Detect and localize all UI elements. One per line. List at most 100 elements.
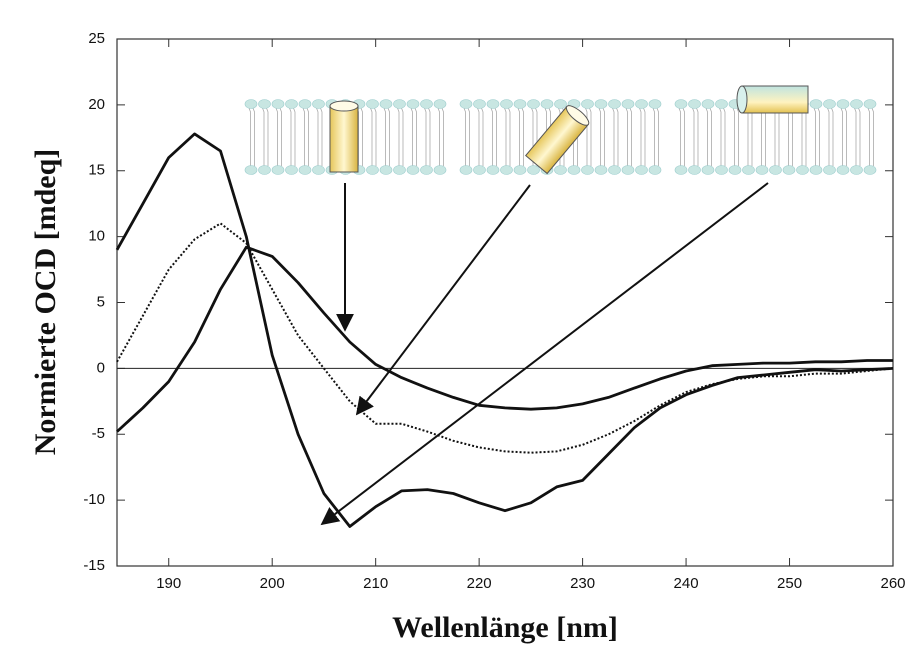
lipid-head [258, 99, 271, 109]
lipid-tail [521, 107, 524, 166]
lipid-head [850, 99, 863, 109]
data-line [116, 222, 894, 454]
lipid-head [850, 165, 863, 175]
lipid-head [809, 99, 823, 109]
x-tick-label: 190 [156, 575, 181, 592]
lipid-tail [370, 107, 373, 166]
lipid-tail [817, 107, 820, 166]
lipid-tail [709, 107, 712, 166]
lipid-head [836, 165, 850, 175]
lipid-tail [302, 107, 305, 166]
lipid-tail [678, 107, 681, 166]
data-line [116, 245, 893, 433]
lipid-tail [656, 107, 659, 166]
lipid-head [863, 99, 877, 109]
lipid-tail [629, 107, 632, 166]
lipid-head [823, 165, 836, 175]
lipid-tail [854, 107, 857, 166]
lipid-head [621, 99, 635, 109]
lipid-tail [858, 107, 861, 166]
lipid-tail [705, 107, 708, 166]
helix-cylinder-top [565, 105, 590, 126]
lipid-head [459, 99, 473, 109]
lipid-tail [424, 107, 427, 166]
lipid-tail [248, 107, 251, 166]
lipid-tail [437, 107, 440, 166]
x-tick-label: 220 [467, 575, 492, 592]
lipid-head [379, 165, 393, 175]
lipid-head [742, 165, 755, 175]
lipid-head [527, 165, 540, 175]
lipid-head [271, 99, 285, 109]
lipid-head [554, 165, 567, 175]
lipid-tail [481, 107, 484, 166]
lipid-head [258, 165, 271, 175]
lipid-tail [692, 107, 695, 166]
lipid-tail [602, 107, 605, 166]
lipid-head [527, 99, 540, 109]
y-tick-label: 10 [88, 228, 105, 245]
lipid-tail [827, 107, 830, 166]
lipid-head [366, 165, 379, 175]
lipid-head [406, 165, 420, 175]
x-tick-label: 210 [363, 575, 388, 592]
lipid-head [715, 99, 728, 109]
x-tick-label: 250 [777, 575, 802, 592]
lipid-head [823, 99, 836, 109]
lipid-tail [293, 107, 296, 166]
lipid-tail [719, 107, 722, 166]
lipid-head [769, 165, 782, 175]
helix-cylinder [329, 105, 359, 173]
lipid-tail [652, 107, 655, 166]
lipid-head [500, 165, 513, 175]
x-axis-label: Wellenlänge [nm] [392, 611, 618, 644]
lipid-head [244, 99, 258, 109]
lipid-tail [508, 107, 511, 166]
y-tick-label: 15 [88, 162, 105, 179]
lipid-tail [467, 107, 470, 166]
lipid-head [486, 165, 500, 175]
lipid-tail [840, 107, 843, 166]
lipid-tail [763, 107, 766, 166]
lipid-tail [414, 107, 417, 166]
x-tick-label: 200 [260, 575, 285, 592]
y-tick-label: -15 [83, 557, 105, 574]
y-tick-label: 20 [88, 96, 105, 113]
lipid-head [796, 165, 809, 175]
lipid-tail [275, 107, 278, 166]
lipid-tail [746, 107, 749, 166]
lipid-head [500, 99, 513, 109]
lipid-head [312, 99, 325, 109]
lipid-tail [625, 107, 628, 166]
lipid-head [285, 165, 298, 175]
lipid-head [674, 165, 688, 175]
lipid-head [836, 99, 850, 109]
lipid-head [594, 99, 608, 109]
lipid-tail [773, 107, 776, 166]
lipid-head [608, 99, 621, 109]
lipid-head [701, 165, 715, 175]
lipid-head [312, 165, 325, 175]
lipid-head [540, 99, 554, 109]
lipid-head [285, 99, 298, 109]
lipid-head [298, 165, 312, 175]
lipid-head [688, 165, 701, 175]
lipid-tail [428, 107, 431, 166]
lipid-tail [585, 107, 588, 166]
lipid-tail [723, 107, 726, 166]
membrane-illustrations [244, 85, 877, 175]
lipid-tail [494, 107, 497, 166]
lipid-tail [410, 107, 413, 166]
lipid-tail [589, 107, 592, 166]
lipid-head [635, 99, 648, 109]
lipid-tail [463, 107, 466, 166]
lipid-head [433, 99, 447, 109]
lipid-head [554, 99, 567, 109]
lipid-head [809, 165, 823, 175]
lipid-head [486, 99, 500, 109]
lipid-tail [786, 107, 789, 166]
lipid-head [473, 165, 486, 175]
lipid-head [271, 165, 285, 175]
lipid-head [433, 165, 447, 175]
